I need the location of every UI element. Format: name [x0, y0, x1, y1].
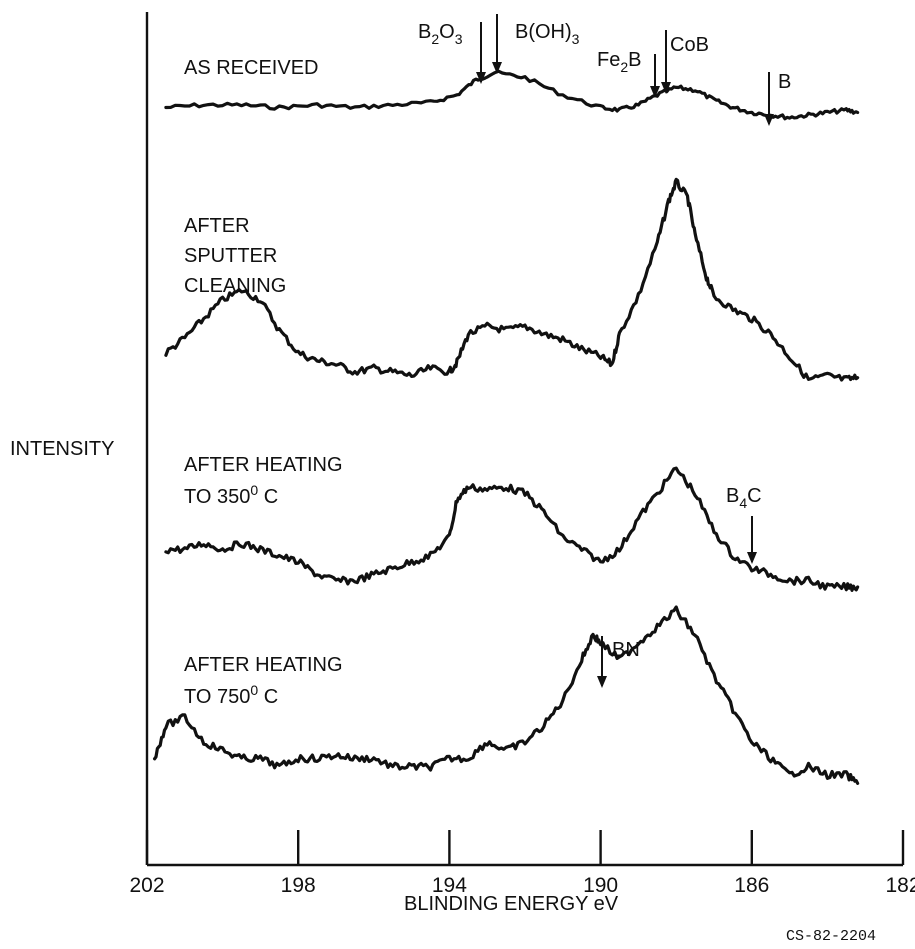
y-axis-title: INTENSITY [10, 438, 114, 460]
degree-sup: 0 [250, 682, 258, 698]
label-heat350-line1: AFTER HEATING [184, 454, 343, 476]
label-heat750-line1: AFTER HEATING [184, 654, 343, 676]
annotation-cob: CoB [670, 34, 709, 56]
arrows [476, 14, 774, 688]
x-tick-label: 202 [129, 874, 164, 897]
annotation-fe2b: Fe2B [597, 49, 641, 75]
x-tick-labels: 202 198 194 190 186 182 [129, 874, 915, 897]
annotation-b: B [778, 71, 791, 93]
figure-code: CS-82-2204 [786, 928, 877, 945]
x-tick-label: 190 [583, 874, 618, 897]
spectra-traces [153, 69, 860, 785]
arrow-boh3 [492, 14, 502, 74]
arrow-bn [597, 636, 607, 688]
x-tick-label: 194 [432, 874, 467, 897]
arrow-b [764, 72, 774, 126]
annotation-boh3: B(OH)3 [515, 21, 580, 47]
x-tick-label: 186 [734, 874, 769, 897]
spectrum-trace-2 [164, 177, 860, 382]
arrow-b4c [747, 516, 757, 564]
celsius-unit: C [258, 486, 278, 508]
x-axis-title: BLINDING ENERGY eV [404, 893, 619, 915]
axes [145, 12, 903, 867]
annotation-b4c: B4C [726, 485, 762, 511]
arrow-fe2b [650, 54, 660, 98]
spectrum-trace-3 [164, 466, 860, 592]
heat350-prefix: TO 350 [184, 486, 250, 508]
annotation-bn: BN [612, 639, 640, 661]
label-sputter-line3: CLEANING [184, 275, 286, 297]
x-tick-label: 182 [885, 874, 915, 897]
heat750-prefix: TO 750 [184, 686, 250, 708]
label-as-received: AS RECEIVED [184, 57, 318, 79]
spectrum-trace-1 [164, 69, 860, 121]
spectrum-trace-4 [153, 605, 860, 785]
x-tick-label: 198 [281, 874, 316, 897]
label-sputter-line1: AFTER [184, 215, 250, 237]
annotation-b2o3: B2O3 [418, 21, 463, 47]
arrow-b2o3 [476, 22, 486, 84]
label-sputter-line2: SPUTTER [184, 245, 277, 267]
label-heat750-line2: TO 7500 C [184, 682, 278, 708]
celsius-unit: C [258, 686, 278, 708]
arrow-cob [661, 30, 671, 94]
label-heat350-line2: TO 3500 C [184, 482, 278, 508]
degree-sup: 0 [250, 482, 258, 498]
x-ticks [145, 830, 905, 865]
